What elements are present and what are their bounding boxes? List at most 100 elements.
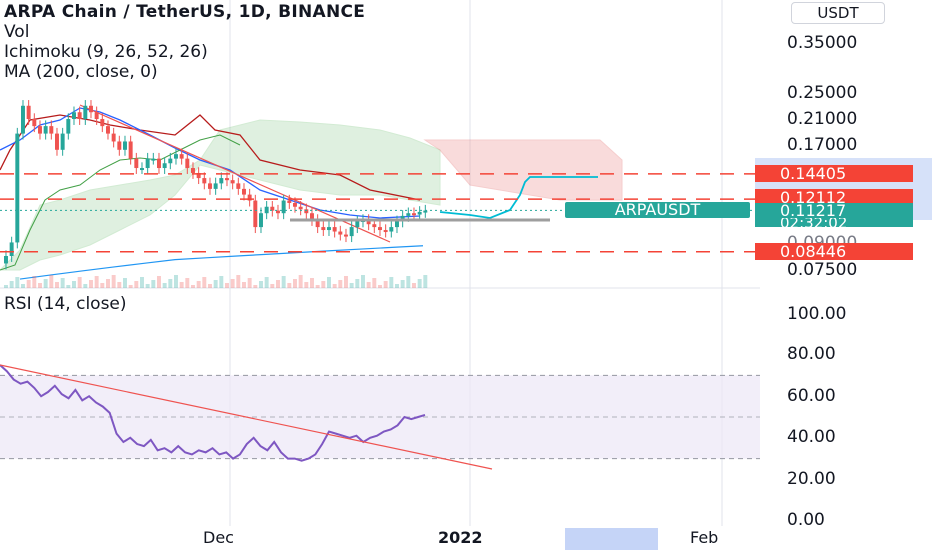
volume-bar-39 bbox=[225, 283, 229, 288]
volume-bar-56 bbox=[321, 281, 326, 288]
volume-bar-13 bbox=[77, 277, 82, 288]
candle-body-24 bbox=[140, 168, 144, 171]
currency-button[interactable]: USDT bbox=[791, 2, 885, 24]
candle-body-38 bbox=[219, 178, 224, 184]
candle-body-48 bbox=[276, 210, 280, 214]
rsi-axis-label: 60.00 bbox=[787, 386, 836, 406]
volume-bar-41 bbox=[236, 275, 241, 288]
candle-body-14 bbox=[83, 105, 88, 120]
volume-bar-53 bbox=[304, 282, 309, 288]
volume-bar-57 bbox=[327, 277, 331, 288]
candle-body-73 bbox=[417, 211, 422, 215]
volume-bar-10 bbox=[60, 278, 65, 288]
rsi-axis-label: 20.00 bbox=[787, 469, 836, 489]
candle-body-57 bbox=[327, 227, 331, 231]
last-price-value: 0.11217 bbox=[780, 201, 847, 220]
volume-bar-68 bbox=[389, 277, 394, 288]
candle-body-9 bbox=[55, 133, 59, 150]
candle-body-32 bbox=[185, 158, 190, 169]
candle-body-45 bbox=[259, 213, 263, 228]
candle-body-4 bbox=[26, 105, 31, 120]
candle-body-13 bbox=[77, 112, 82, 120]
volume-bar-54 bbox=[310, 278, 314, 288]
candle-body-1 bbox=[9, 242, 14, 257]
volume-bar-44 bbox=[253, 285, 258, 288]
volume-bar-33 bbox=[191, 285, 195, 288]
volume-bar-23 bbox=[134, 281, 139, 288]
volume-bar-4 bbox=[26, 280, 31, 288]
ichimoku-cloud-bullish bbox=[0, 119, 441, 271]
candle-body-11 bbox=[66, 119, 71, 134]
tenkan-line bbox=[0, 107, 421, 219]
volume-bar-18 bbox=[106, 279, 110, 288]
countdown-tag: 02:32:02 bbox=[755, 218, 913, 227]
candle-body-64 bbox=[366, 219, 371, 225]
volume-bar-72 bbox=[412, 283, 416, 288]
candle-body-60 bbox=[344, 234, 348, 237]
candle-body-34 bbox=[196, 172, 201, 179]
candle-body-66 bbox=[378, 227, 382, 231]
candle-body-58 bbox=[332, 227, 337, 232]
volume-bar-32 bbox=[185, 278, 190, 288]
symbol-tag: ARPAUSDT bbox=[565, 202, 750, 218]
rsi-axis-label: 100.00 bbox=[787, 304, 847, 324]
volume-bar-31 bbox=[179, 282, 184, 288]
volume-bar-27 bbox=[157, 276, 161, 288]
candle-body-26 bbox=[151, 158, 156, 161]
candle-body-10 bbox=[60, 133, 65, 150]
candle-body-28 bbox=[162, 163, 167, 169]
candle-body-3 bbox=[21, 105, 25, 134]
volume-bar-25 bbox=[145, 284, 150, 288]
volume-bar-22 bbox=[128, 285, 133, 288]
volume-bar-7 bbox=[43, 279, 48, 288]
volume-bar-15 bbox=[89, 280, 93, 288]
candle-body-62 bbox=[355, 221, 360, 228]
volume-bar-63 bbox=[361, 275, 365, 288]
candle-body-68 bbox=[389, 227, 394, 232]
level-tag-lower: 0.08446 bbox=[755, 243, 913, 260]
candle-body-61 bbox=[349, 227, 354, 237]
candle-body-41 bbox=[236, 183, 241, 189]
volume-bar-30 bbox=[174, 275, 178, 288]
volume-bar-73 bbox=[417, 279, 422, 288]
candle-body-27 bbox=[157, 158, 161, 169]
candle-body-59 bbox=[338, 231, 343, 235]
candle-body-6 bbox=[38, 126, 42, 134]
candle-body-69 bbox=[395, 221, 399, 228]
volume-bar-5 bbox=[32, 276, 37, 288]
volume-bar-66 bbox=[378, 285, 382, 288]
lagging-span bbox=[0, 134, 241, 271]
candle-body-8 bbox=[49, 126, 54, 134]
candle-body-39 bbox=[225, 178, 229, 181]
candle-body-51 bbox=[293, 202, 297, 207]
candle-body-33 bbox=[191, 168, 195, 173]
candle-body-43 bbox=[247, 194, 252, 201]
volume-bar-16 bbox=[94, 276, 99, 288]
kijun-line bbox=[0, 114, 421, 201]
candle-body-47 bbox=[270, 206, 275, 211]
volume-bar-55 bbox=[315, 285, 320, 288]
candle-body-65 bbox=[372, 224, 377, 228]
volume-bar-51 bbox=[293, 279, 297, 288]
volume-bar-60 bbox=[344, 276, 348, 288]
rsi-axis-label: 80.00 bbox=[787, 344, 836, 364]
candle-body-20 bbox=[117, 141, 122, 150]
volume-bar-17 bbox=[100, 283, 105, 288]
candle-body-36 bbox=[208, 183, 212, 189]
volume-bar-40 bbox=[230, 279, 235, 288]
volume-bar-48 bbox=[276, 280, 280, 288]
volume-bar-71 bbox=[406, 276, 411, 288]
volume-bar-34 bbox=[196, 281, 201, 288]
candle-body-31 bbox=[179, 154, 184, 159]
volume-bar-65 bbox=[372, 278, 377, 288]
candle-body-29 bbox=[168, 158, 173, 164]
volume-bar-6 bbox=[38, 283, 42, 288]
candle-body-53 bbox=[304, 209, 309, 214]
candle-body-17 bbox=[100, 119, 105, 127]
candle-body-49 bbox=[281, 200, 286, 214]
ichimoku-cloud-bearish bbox=[423, 139, 623, 201]
candle-body-54 bbox=[310, 213, 314, 220]
price-axis-label: 0.35000 bbox=[787, 33, 858, 53]
